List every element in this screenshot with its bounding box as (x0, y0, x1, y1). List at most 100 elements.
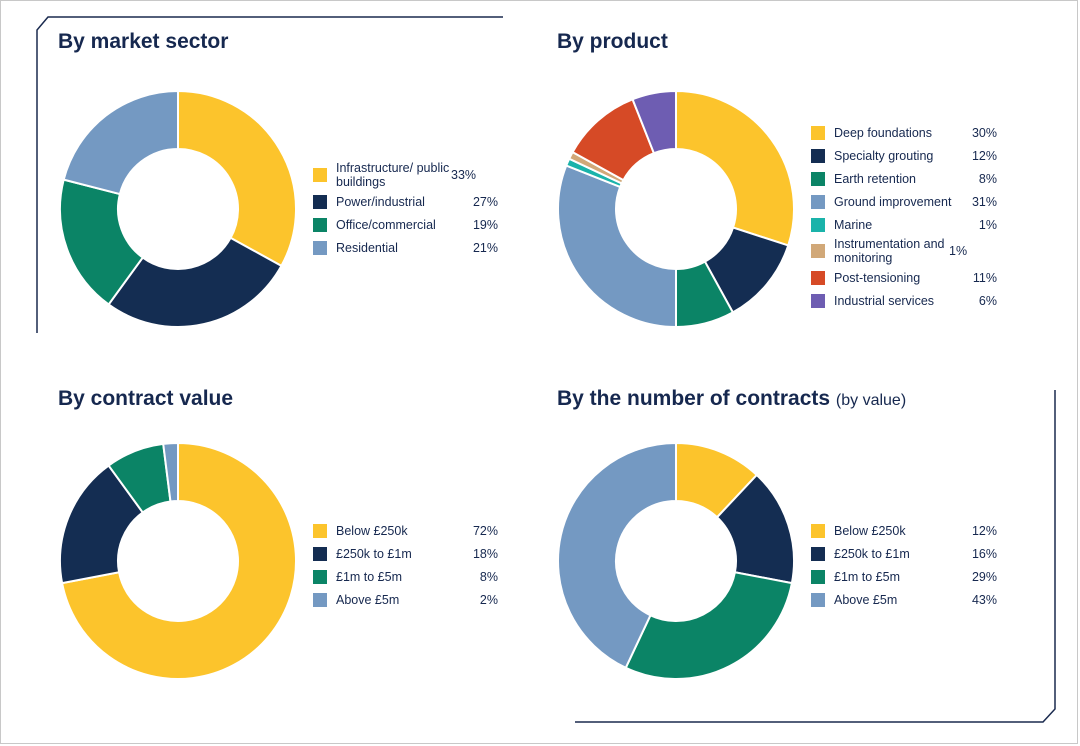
legend-swatch (811, 592, 825, 607)
legend-swatch (811, 270, 825, 285)
legend-label: Specialty grouting (834, 148, 934, 163)
legend-value: 29% (971, 569, 997, 584)
legend-value: 33% (451, 168, 477, 182)
chart-panel-market-sector: By market sector Infrastructure/ public … (0, 0, 540, 373)
pie-slice-above-5m (162, 441, 179, 503)
legend-item-instrumentation-and-monitoring: Instrumentation and monitoring 1% (811, 236, 997, 266)
legend-value: 30% (971, 125, 997, 140)
legend-value: 12% (971, 148, 997, 163)
legend-item-1m-to-5m: £1m to £5m 29% (811, 565, 997, 588)
pie-slice-1m-to-5m (624, 571, 794, 680)
legend-value: 72% (472, 523, 498, 538)
legend-swatch (313, 523, 327, 538)
chart-panel-number-of-contracts: By the number of contracts (by value) Be… (540, 373, 1080, 746)
legend-item-250k-to-1m: £250k to £1m 18% (313, 542, 498, 565)
legend-item-250k-to-1m: £250k to £1m 16% (811, 542, 997, 565)
legend-item-earth-retention: Earth retention 8% (811, 167, 997, 190)
legend-item-above-5m: Above £5m 2% (313, 588, 498, 611)
chart-panel-product: By product Deep foundations 30% Specialty … (540, 0, 1080, 373)
legend-label: Deep foundations (834, 125, 932, 140)
legend-item-industrial-services: Industrial services 6% (811, 289, 997, 312)
legend-item-1m-to-5m: £1m to £5m 8% (313, 565, 498, 588)
donut-chart (557, 89, 795, 329)
pie-slice-below-250k (60, 441, 297, 680)
legend-value: 8% (978, 171, 997, 186)
legend-swatch (313, 194, 327, 209)
chart-title: By the number of contracts (by value) (557, 387, 907, 410)
legend-swatch (811, 569, 825, 584)
legend-item-infrastructure-public-buildings: Infrastructure/ public buildings 33% (313, 160, 498, 190)
legend-label: Instrumentation and monitoring (834, 237, 945, 265)
legend-item-specialty-grouting: Specialty grouting 12% (811, 144, 997, 167)
legend-swatch (811, 194, 825, 209)
legend-swatch (313, 217, 327, 232)
chart-title: By market sector (58, 30, 229, 53)
legend-value: 16% (971, 546, 997, 561)
legend-swatch (811, 293, 825, 308)
pie-slice-deep-foundations (675, 89, 795, 247)
legend-swatch (811, 546, 825, 561)
legend-swatch (811, 217, 825, 232)
legend-item-above-5m: Above £5m 43% (811, 588, 997, 611)
legend-label: Office/commercial (336, 217, 436, 232)
pie-slice-infrastructure-public-buildings (177, 89, 297, 268)
legend-label: Infrastructure/ public buildings (336, 161, 450, 189)
legend-label: Below £250k (834, 523, 906, 538)
donut-chart (59, 89, 297, 328)
legend-value: 6% (978, 293, 997, 308)
legend-swatch (811, 125, 825, 140)
legend-item-below-250k: Below £250k 12% (811, 519, 997, 542)
legend-value: 27% (472, 194, 498, 209)
pie-slice-above-5m (557, 441, 677, 670)
legend-swatch (811, 171, 825, 186)
legend-swatch (313, 546, 327, 561)
legend-item-residential: Residential 21% (313, 236, 498, 259)
legend-value: 19% (472, 217, 498, 232)
legend-item-deep-foundations: Deep foundations 30% (811, 121, 997, 144)
legend-value: 1% (978, 217, 997, 232)
chart-panel-contract-value: By contract value Below £250k 72% £250k to… (0, 373, 540, 746)
legend-label: £250k to £1m (336, 546, 412, 561)
legend-label: Industrial services (834, 293, 935, 308)
pie-slice-industrial-services (631, 89, 677, 155)
legend-swatch (811, 244, 825, 258)
pie-slice-power-industrial (107, 236, 283, 328)
legend-value: 18% (472, 546, 498, 561)
chart-legend: Deep foundations 30% Specialty grouting 12%… (811, 121, 997, 312)
legend-label: Above £5m (336, 592, 400, 607)
legend-label: £1m to £5m (336, 569, 403, 584)
chart-legend: Below £250k 12% £250k to £1m 16% £1m to £5m 2… (811, 519, 997, 611)
legend-value: 11% (972, 270, 997, 285)
legend-label: Above £5m (834, 592, 898, 607)
legend-swatch (811, 148, 825, 163)
legend-label: Marine (834, 217, 873, 232)
legend-item-power-industrial: Power/industrial 27% (313, 190, 498, 213)
legend-item-below-250k: Below £250k 72% (313, 519, 498, 542)
legend-item-ground-improvement: Ground improvement 31% (811, 190, 997, 213)
legend-label: Post-tensioning (834, 270, 921, 285)
chart-legend: Infrastructure/ public buildings 33% Power… (313, 160, 498, 259)
legend-swatch (313, 592, 327, 607)
legend-swatch (811, 523, 825, 538)
legend-swatch (313, 569, 327, 584)
legend-item-marine: Marine 1% (811, 213, 997, 236)
legend-value: 31% (971, 194, 997, 209)
legend-label: Below £250k (336, 523, 408, 538)
legend-value: 1% (949, 244, 968, 258)
donut-chart (557, 441, 795, 680)
legend-label: Earth retention (834, 171, 916, 186)
legend-value: 21% (472, 240, 498, 255)
legend-value: 8% (479, 569, 498, 584)
pie-slice-residential (62, 89, 179, 196)
chart-title: By product (557, 30, 668, 53)
legend-label: Power/industrial (336, 194, 425, 209)
legend-item-post-tensioning: Post-tensioning 11% (811, 266, 997, 289)
chart-title-suffix: (by value) (835, 392, 907, 409)
legend-label: £1m to £5m (834, 569, 901, 584)
legend-value: 43% (971, 592, 997, 607)
chart-legend: Below £250k 72% £250k to £1m 18% £1m to £5m 8… (313, 519, 498, 611)
legend-label: Residential (336, 240, 398, 255)
legend-label: £250k to £1m (834, 546, 910, 561)
legend-value: 12% (971, 523, 997, 538)
